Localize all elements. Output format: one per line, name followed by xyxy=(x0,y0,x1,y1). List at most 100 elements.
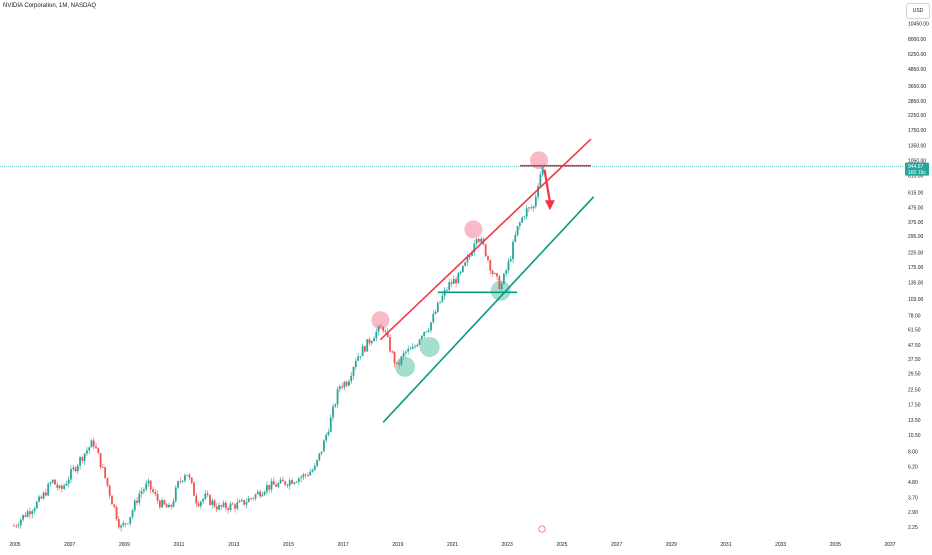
candle-body xyxy=(411,347,414,349)
candle-body xyxy=(284,481,287,485)
candle-body xyxy=(261,494,264,497)
candle-body xyxy=(473,243,476,253)
candle-body xyxy=(379,326,382,328)
candle-body xyxy=(252,498,255,500)
price-tick-label: 2250.00 xyxy=(908,113,926,119)
candle-body xyxy=(88,447,91,451)
candle-body xyxy=(439,301,442,304)
candle-body xyxy=(63,485,66,489)
candle-body xyxy=(498,276,501,290)
candle-body xyxy=(177,481,179,488)
candle-body xyxy=(311,470,314,472)
candle-body xyxy=(225,502,227,509)
time-tick-label: 2035 xyxy=(830,542,841,548)
price-tick-label: 8.00 xyxy=(908,449,918,455)
candle-body xyxy=(405,351,407,353)
candle-body xyxy=(81,457,84,461)
candle-body xyxy=(521,217,524,223)
candle-body xyxy=(211,500,214,505)
candle-body xyxy=(158,500,161,508)
time-tick-label: 2033 xyxy=(775,542,786,548)
candle-body xyxy=(129,517,132,524)
candle-body xyxy=(33,508,36,512)
time-tick-label: 2021 xyxy=(447,542,458,548)
candle-body xyxy=(243,499,246,505)
price-tick-label: 6.20 xyxy=(908,465,918,471)
candle-body xyxy=(40,496,43,499)
candle-body xyxy=(95,446,97,449)
price-axis: 10450.00 8000.00 6250.00 4850.00 3650.00 2850… xyxy=(905,21,929,531)
candle-body xyxy=(441,295,444,302)
down-arrow-shaft xyxy=(543,169,552,203)
candle-body xyxy=(393,352,396,364)
candle-body xyxy=(106,477,109,486)
candle-body xyxy=(56,484,59,488)
candle-body xyxy=(240,499,243,501)
candle-body xyxy=(127,523,129,525)
candle-body xyxy=(432,313,435,323)
candle-body xyxy=(90,440,93,448)
price-tick-label: 10450.00 xyxy=(908,21,929,27)
candle-body xyxy=(302,474,305,478)
time-tick-label: 2005 xyxy=(9,542,20,548)
candle-body xyxy=(47,483,50,496)
candle-body xyxy=(414,346,416,348)
candle-body xyxy=(266,485,268,492)
candle-body xyxy=(457,273,460,284)
candle-body xyxy=(357,356,359,361)
candle-body xyxy=(366,339,369,352)
candle-body xyxy=(174,487,177,502)
candle-body xyxy=(434,311,437,314)
candle-body xyxy=(65,483,68,486)
candle-body xyxy=(104,467,107,478)
candle-body xyxy=(117,519,120,528)
candle-body xyxy=(222,502,225,507)
candle-body xyxy=(398,362,400,365)
candle-body xyxy=(496,273,498,277)
candle-body xyxy=(281,479,284,482)
candle-body xyxy=(156,493,159,501)
candle-body xyxy=(318,453,321,460)
candle-body xyxy=(528,207,530,209)
candle-body xyxy=(279,479,282,484)
price-tick-label: 3650.00 xyxy=(908,84,926,90)
candle-body xyxy=(370,341,373,344)
candle-body xyxy=(489,260,492,271)
candle-body xyxy=(288,480,291,486)
candle-body xyxy=(42,492,45,499)
candle-body xyxy=(352,367,355,376)
candle-body xyxy=(425,331,428,333)
highlight-circle xyxy=(490,280,511,301)
down-arrow-head xyxy=(544,200,555,211)
candle-body xyxy=(206,493,209,495)
candle-body xyxy=(459,271,462,274)
highlight-circle xyxy=(371,311,390,330)
candle-body xyxy=(270,481,273,490)
candle-body xyxy=(231,503,234,505)
price-tick-label: 815.00 xyxy=(908,173,924,179)
candle-body xyxy=(209,494,211,505)
candle-body xyxy=(384,330,387,332)
candle-body xyxy=(537,186,539,197)
candle-body xyxy=(247,498,250,503)
price-tick-label: 37.50 xyxy=(908,357,921,363)
candle-body xyxy=(464,262,467,266)
candle-body xyxy=(165,504,168,508)
candle-body xyxy=(375,331,378,339)
candle-body xyxy=(316,459,318,466)
candle-body xyxy=(99,453,102,468)
event-marker-icon xyxy=(538,525,546,533)
candle-body xyxy=(409,348,412,350)
candle-body xyxy=(391,351,394,353)
currency-button[interactable]: USD xyxy=(906,3,930,19)
highlight-markers xyxy=(371,151,548,377)
candle-body xyxy=(286,484,289,486)
candle-body xyxy=(163,500,166,505)
candle-body xyxy=(70,469,72,480)
price-tick-label: 4.80 xyxy=(908,480,918,486)
candle-body xyxy=(183,475,186,481)
candle-body xyxy=(13,525,15,527)
price-tick-label: 175.00 xyxy=(908,265,924,271)
